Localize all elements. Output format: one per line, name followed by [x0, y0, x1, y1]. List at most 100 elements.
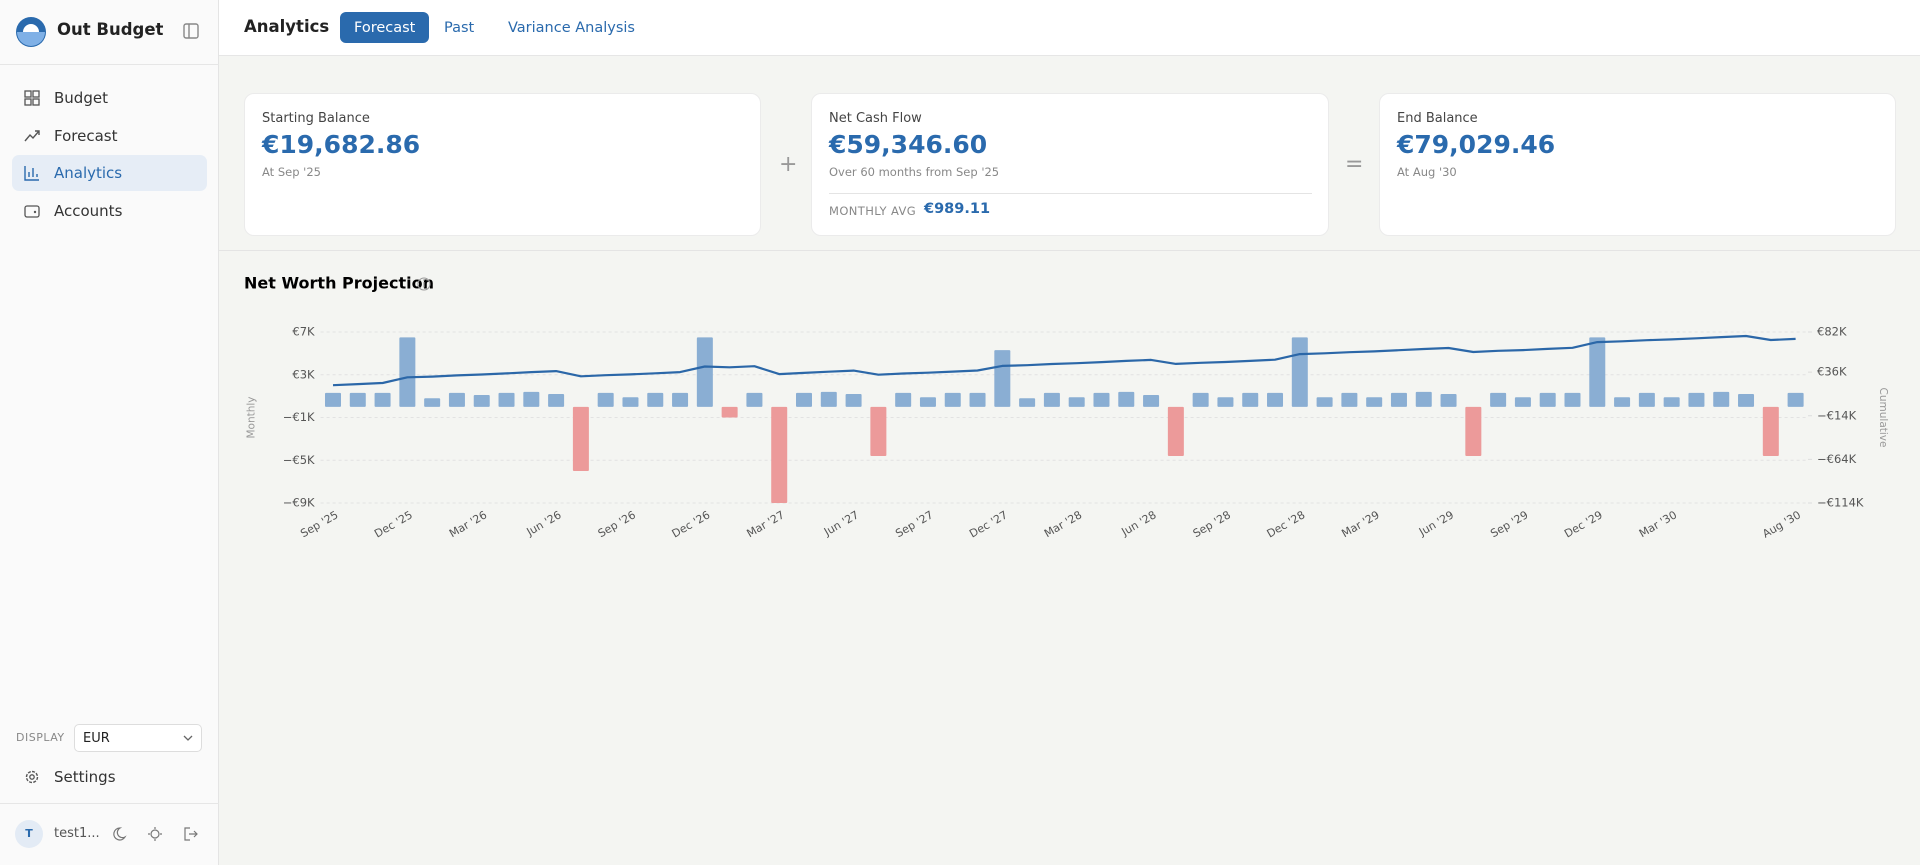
bar — [1143, 395, 1160, 407]
divider — [0, 64, 219, 65]
bar — [1093, 392, 1110, 407]
bar — [1638, 392, 1655, 407]
operator: = — [1345, 152, 1364, 177]
x-tick-label: Aug '30 — [1760, 508, 1803, 540]
bar — [1390, 392, 1407, 407]
bar — [523, 391, 540, 407]
bar — [1663, 397, 1680, 407]
bar — [1291, 337, 1308, 407]
bar — [1366, 397, 1383, 407]
bar — [1316, 397, 1333, 407]
nav-item[interactable]: Analytics — [12, 155, 207, 191]
settings[interactable]: Settings — [12, 759, 207, 795]
collapse-icon[interactable] — [183, 23, 199, 39]
x-tick-label: Dec '28 — [1265, 508, 1308, 540]
brand: Out Budget — [57, 20, 164, 39]
bar — [771, 406, 788, 503]
bar — [473, 395, 490, 407]
bar — [622, 397, 639, 407]
logo — [16, 17, 46, 47]
y2-tick-label: €82K — [1817, 325, 1847, 339]
card: Starting Balance €19,682.86 At Sep '25 — [244, 93, 761, 236]
currency: EUR — [83, 731, 110, 746]
bar — [1167, 406, 1184, 456]
bar — [1589, 337, 1606, 407]
divider — [829, 193, 1312, 194]
bar — [1762, 406, 1779, 456]
operator: + — [779, 152, 798, 177]
bar — [672, 392, 689, 407]
nav-label: Forecast — [54, 127, 118, 145]
bar — [1465, 406, 1482, 456]
page-title: Analytics — [244, 17, 330, 36]
bar — [349, 392, 366, 407]
nav-item[interactable]: Forecast — [12, 118, 207, 154]
bar — [572, 406, 589, 471]
x-tick-label: Sep '26 — [596, 508, 638, 540]
y-tick-label: €7K — [292, 325, 315, 339]
bar — [1415, 391, 1432, 407]
card-value: €79,029.46 — [1397, 130, 1556, 159]
bar — [796, 392, 813, 407]
y2-tick-label: €36K — [1817, 365, 1847, 379]
nav-item[interactable]: Budget — [12, 80, 207, 116]
settings-label: Settings — [54, 768, 116, 786]
y-tick-label: −€1K — [283, 410, 315, 424]
nav-label: Budget — [54, 89, 108, 107]
tab[interactable]: Past — [444, 19, 475, 36]
sidebar: Out Budget Budget Forecast Analytics Acc… — [0, 0, 219, 865]
bar — [498, 392, 515, 407]
x-tick-label: Jun '29 — [1416, 508, 1456, 539]
bar — [820, 391, 837, 407]
x-tick-label: Jun '27 — [821, 508, 861, 539]
card: Net Cash Flow €59,346.60 Over 60 months … — [811, 93, 1329, 236]
y-axis-label: Monthly — [246, 396, 258, 438]
x-tick-label: Mar '28 — [1042, 508, 1084, 540]
line — [332, 334, 1796, 387]
bar — [1539, 392, 1556, 407]
display-label: DISPLAY — [16, 731, 65, 744]
x-tick-label: Dec '26 — [670, 508, 713, 540]
bar — [324, 392, 341, 407]
nav-item[interactable]: Accounts — [12, 193, 207, 229]
card-label: End Balance — [1397, 111, 1478, 126]
bar — [870, 406, 887, 456]
x-tick-label: Mar '27 — [744, 508, 786, 540]
bar — [895, 392, 912, 407]
x-tick-label: Dec '29 — [1562, 508, 1605, 540]
y2-tick-label: −€64K — [1817, 452, 1857, 466]
card-note: Over 60 months from Sep '25 — [829, 165, 1000, 179]
avg-value: €989.11 — [924, 201, 991, 217]
bar — [1564, 392, 1581, 407]
x-tick-label: Sep '28 — [1191, 508, 1233, 540]
bar — [597, 392, 614, 407]
y-tick-label: €3K — [292, 367, 315, 381]
x-tick-label: Jun '28 — [1119, 508, 1159, 539]
bar — [1267, 392, 1284, 407]
tab[interactable]: Variance Analysis — [508, 19, 635, 36]
bar — [919, 397, 936, 407]
avg-label: MONTHLY AVG — [829, 204, 917, 218]
currency-select[interactable]: EUR — [74, 724, 202, 752]
bar — [1787, 392, 1804, 407]
bar — [1713, 391, 1730, 407]
user-icons[interactable] — [110, 826, 200, 842]
card-value: €59,346.60 — [829, 130, 988, 159]
info-icon[interactable] — [417, 277, 431, 291]
tab[interactable]: Forecast — [340, 12, 430, 43]
bar — [1043, 392, 1060, 407]
user-name: test1... — [54, 826, 100, 841]
divider — [0, 803, 219, 804]
bar — [1738, 393, 1755, 407]
bar — [1514, 397, 1531, 407]
x-tick-label: Mar '26 — [447, 508, 489, 540]
nav-label: Analytics — [54, 164, 123, 182]
x-tick-label: Dec '25 — [372, 508, 415, 540]
bar — [1688, 392, 1705, 407]
bar — [994, 350, 1011, 407]
y2-tick-label: −€114K — [1817, 496, 1864, 510]
bar — [944, 392, 961, 407]
y2-tick-label: −€14K — [1817, 408, 1857, 422]
avatar: T — [15, 820, 43, 848]
